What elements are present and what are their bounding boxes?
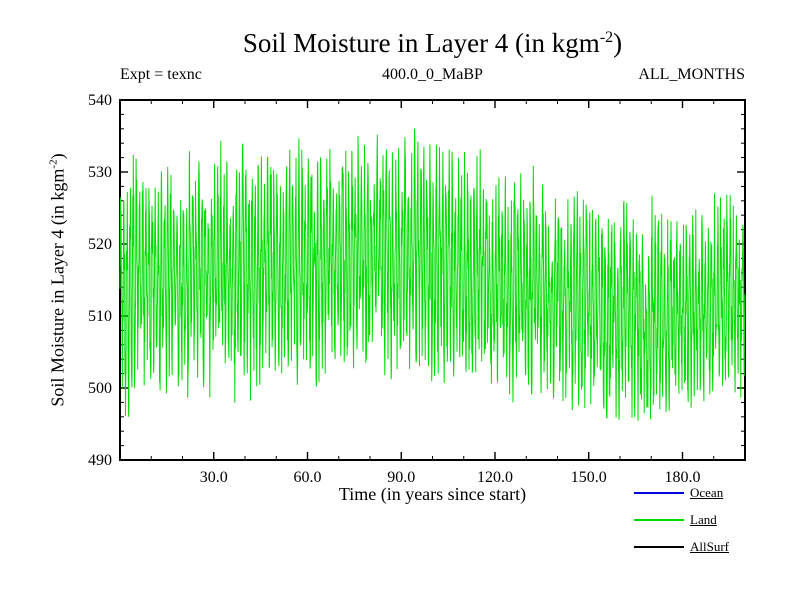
y-tick-label: 510 <box>88 308 112 325</box>
y-tick-label: 500 <box>88 380 112 397</box>
subtitle-center: 400.0_0_MaBP <box>382 66 483 83</box>
x-tick-label: 30.0 <box>200 469 228 486</box>
x-tick-label: 60.0 <box>294 469 322 486</box>
x-tick-label: 150.0 <box>571 469 607 486</box>
legend-label-land: Land <box>690 511 717 527</box>
y-tick-label: 490 <box>88 452 112 469</box>
x-tick-label: 90.0 <box>387 469 415 486</box>
chart-title-close: ) <box>613 28 623 58</box>
experiment-label: Expt = texnc <box>120 66 202 83</box>
ocean-line-sample <box>634 491 684 494</box>
chart-title-text: Soil Moisture in Layer 4 (in kgm <box>242 28 600 58</box>
y-tick-label: 530 <box>88 164 112 181</box>
y-tick-label: 540 <box>88 92 112 109</box>
chart-title: Soil Moisture in Layer 4 (in kgm-2) <box>120 28 745 59</box>
legend-item-allsurf: AllSurf <box>634 533 794 560</box>
x-axis-label: Time (in years since start) <box>338 484 527 504</box>
legend-label-ocean: Ocean <box>690 484 724 500</box>
x-tick-label: 120.0 <box>477 469 513 486</box>
land-series-line <box>119 128 746 421</box>
subtitle-right: ALL_MONTHS <box>638 66 745 83</box>
y-tick-label: 520 <box>88 236 112 253</box>
legend-item-land: Land <box>634 506 794 533</box>
land-line-sample <box>634 518 684 521</box>
chart-title-superscript: -2 <box>599 29 614 46</box>
legend-label-allsurf: AllSurf <box>690 538 729 554</box>
x-tick-label: 180.0 <box>665 469 701 486</box>
allsurf-line-sample <box>634 545 684 548</box>
legend-item-ocean: Ocean <box>634 479 794 506</box>
legend: Ocean Land AllSurf <box>634 479 794 560</box>
